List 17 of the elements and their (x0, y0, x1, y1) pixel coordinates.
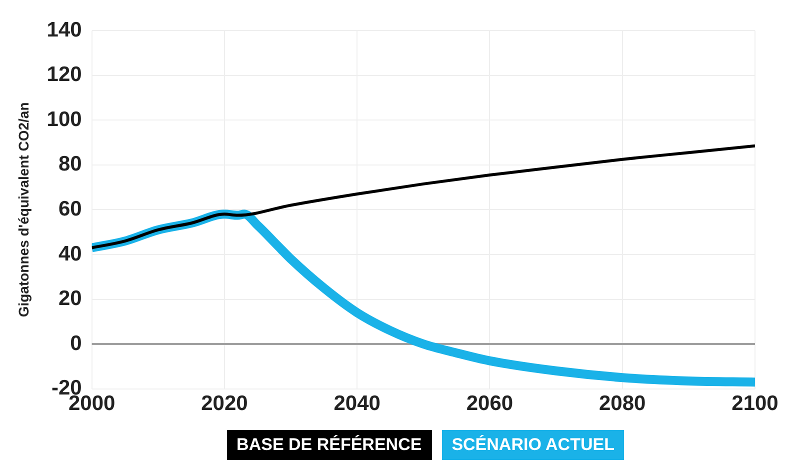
y-tick-label: 40 (58, 242, 82, 266)
y-axis-title: Gigatonnes d'équivalent CO2/an (15, 102, 32, 318)
y-tick-label: 80 (58, 152, 82, 176)
y-tick-label: 0 (70, 332, 82, 355)
line-series (92, 144, 755, 250)
x-tick-label: 2040 (334, 392, 380, 416)
y-tick-label: 140 (46, 18, 82, 42)
x-tick-label: 2080 (599, 392, 646, 416)
y-tick-label: 60 (58, 197, 82, 220)
x-tick-label: 2020 (201, 392, 248, 416)
y-tick-label: 120 (46, 63, 82, 86)
text: BASE DE RÉFÉRENCE (226, 430, 432, 460)
x-tick-label: 2100 (732, 392, 778, 416)
text: SCÉNARIO ACTUEL (442, 430, 624, 460)
y-tick-label: 100 (46, 108, 82, 131)
y-tick-label: 20 (58, 287, 82, 310)
x-tick-label: 2060 (466, 392, 514, 416)
